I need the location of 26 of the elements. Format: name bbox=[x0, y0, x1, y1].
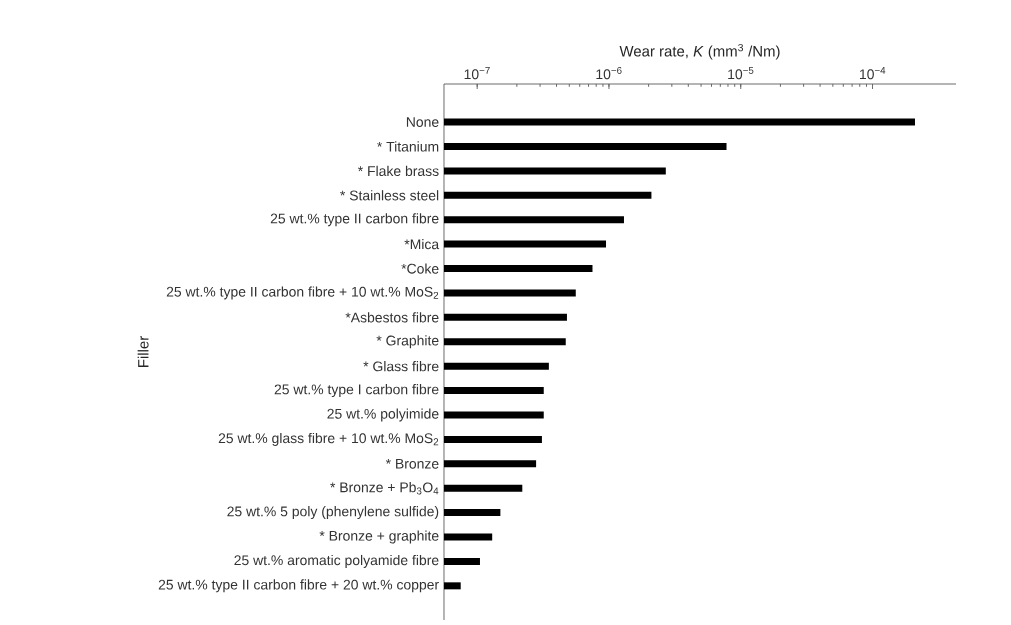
y-tick-label: 25 wt.% aromatic polyamide fibre bbox=[234, 554, 439, 568]
y-tick-label: * Glass fibre bbox=[363, 361, 439, 372]
y-tick-label: *Asbestos fibre bbox=[345, 312, 439, 323]
y-tick-label: * Bronze bbox=[385, 458, 439, 469]
y-tick-label: * Titanium bbox=[377, 141, 439, 152]
y-tick-label: *Coke bbox=[401, 263, 439, 274]
y-tick-label: 25 wt.% type II carbon fibre bbox=[270, 213, 439, 227]
y-tick-label: 25 wt.% 5 poly (phenylene sulfide) bbox=[227, 506, 439, 520]
y-tick-label: * Stainless steel bbox=[340, 190, 439, 201]
y-tick-label: * Flake brass bbox=[357, 165, 439, 177]
x-axis-title: Wear rate, K (mm$^{3}$ /Nm) bbox=[619, 43, 780, 60]
y-axis-title: Filler bbox=[137, 336, 149, 367]
x-tick-label: 10$^{−6}$ bbox=[596, 67, 622, 80]
y-tick-label: 25 wt.% glass fibre + 10 wt.% MoS$_{2}$ bbox=[218, 432, 439, 446]
x-tick-label: 10$^{−4}$ bbox=[860, 67, 886, 80]
x-tick-label: 10$^{−5}$ bbox=[728, 67, 754, 80]
y-tick-label: * Graphite bbox=[376, 335, 439, 349]
y-tick-label: *Mica bbox=[404, 238, 440, 250]
y-tick-label: * Bronze + graphite bbox=[319, 530, 439, 544]
y-tick-label: 25 wt.% type II carbon fibre + 20 wt.% copper bbox=[158, 579, 439, 593]
y-tick-label: 25 wt.% type I carbon fibre bbox=[274, 384, 439, 398]
y-tick-label: 25 wt.% polyimide bbox=[327, 408, 439, 422]
y-tick-label: 25 wt.% type II carbon fibre + 10 wt.% MoS$_{2}$ bbox=[166, 286, 439, 300]
x-tick-label: 10$^{−7}$ bbox=[464, 67, 490, 80]
y-tick-label: * Bronze + Pb$_{3}$O$_{4}$ bbox=[330, 482, 439, 495]
y-tick-label: None bbox=[406, 117, 439, 127]
